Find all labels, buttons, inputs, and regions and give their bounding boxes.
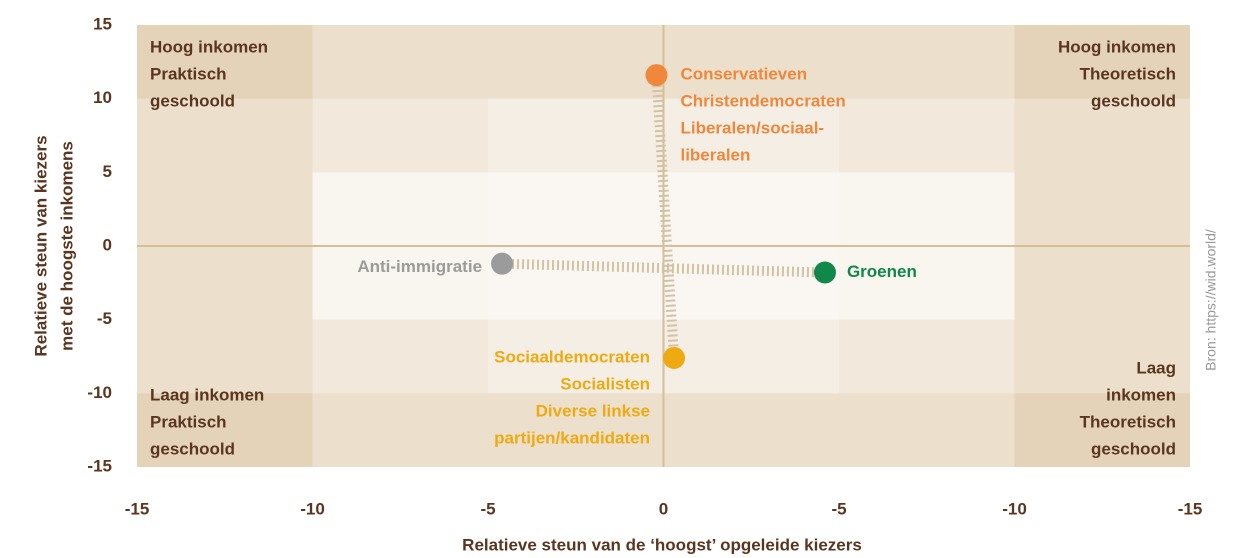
- point: [491, 252, 514, 275]
- source: Bron: https://wid.world/: [1203, 229, 1219, 371]
- quadrant-label: geschoold: [1091, 439, 1176, 458]
- quadrant-label: inkomen: [1106, 385, 1176, 404]
- point-label: Diverse linkse: [536, 401, 650, 420]
- point-label: liberalen: [680, 146, 750, 165]
- y-tick-label: 0: [103, 235, 112, 254]
- point-label: Liberalen/sociaal-: [680, 119, 824, 138]
- point-label: Conservatieven: [680, 65, 807, 84]
- quadrant-label: Laag: [1136, 358, 1176, 377]
- point: [645, 64, 668, 87]
- quadrant-label: Hoog inkomen: [1058, 37, 1176, 56]
- connector: [501, 258, 826, 278]
- y-axis-label: met de hoogste inkomens: [57, 141, 76, 351]
- y-tick-label: 15: [93, 14, 112, 33]
- quadrant-label: geschoold: [150, 439, 235, 458]
- x-axis-label: Relatieve steun van de ‘hoogst’ opgeleid…: [462, 535, 862, 554]
- x-tick-label: 0: [659, 499, 668, 518]
- quadrant-label: Praktisch: [150, 412, 227, 431]
- point: [663, 346, 686, 369]
- point-label: Socialisten: [560, 374, 650, 393]
- quadrant-label: Laag inkomen: [150, 385, 264, 404]
- quadrant-label: geschoold: [1091, 91, 1176, 110]
- quadrant-label: geschoold: [150, 91, 235, 110]
- quadrant-label: Praktisch: [150, 64, 227, 83]
- quadrant-label: Theoretisch: [1080, 64, 1176, 83]
- quadrant-label: Theoretisch: [1080, 412, 1176, 431]
- point-label: partijen/kandidaten: [494, 428, 650, 447]
- point: [813, 261, 836, 284]
- connector: [651, 74, 680, 359]
- x-tick-label: -5: [831, 499, 846, 518]
- quadrant-label: Hoog inkomen: [150, 37, 268, 56]
- y-tick-label: -5: [97, 309, 112, 328]
- y-tick-label: -15: [87, 456, 112, 475]
- y-tick-label: 10: [93, 88, 112, 107]
- y-axis-label: Relatieve steun van kiezers: [31, 135, 50, 356]
- x-tick-label: -10: [300, 499, 325, 518]
- y-tick-label: -10: [87, 383, 112, 402]
- point-label: Christendemocraten: [680, 92, 845, 111]
- y-tick-label: 5: [103, 162, 112, 181]
- point-label: Groenen: [847, 262, 917, 281]
- point-label: Anti-immigratie: [357, 257, 482, 276]
- point-label: Sociaaldemocraten: [494, 347, 650, 366]
- x-tick-label: -10: [1002, 499, 1027, 518]
- x-tick-label: -15: [125, 499, 150, 518]
- x-tick-label: -15: [1178, 499, 1203, 518]
- x-tick-label: -5: [480, 499, 495, 518]
